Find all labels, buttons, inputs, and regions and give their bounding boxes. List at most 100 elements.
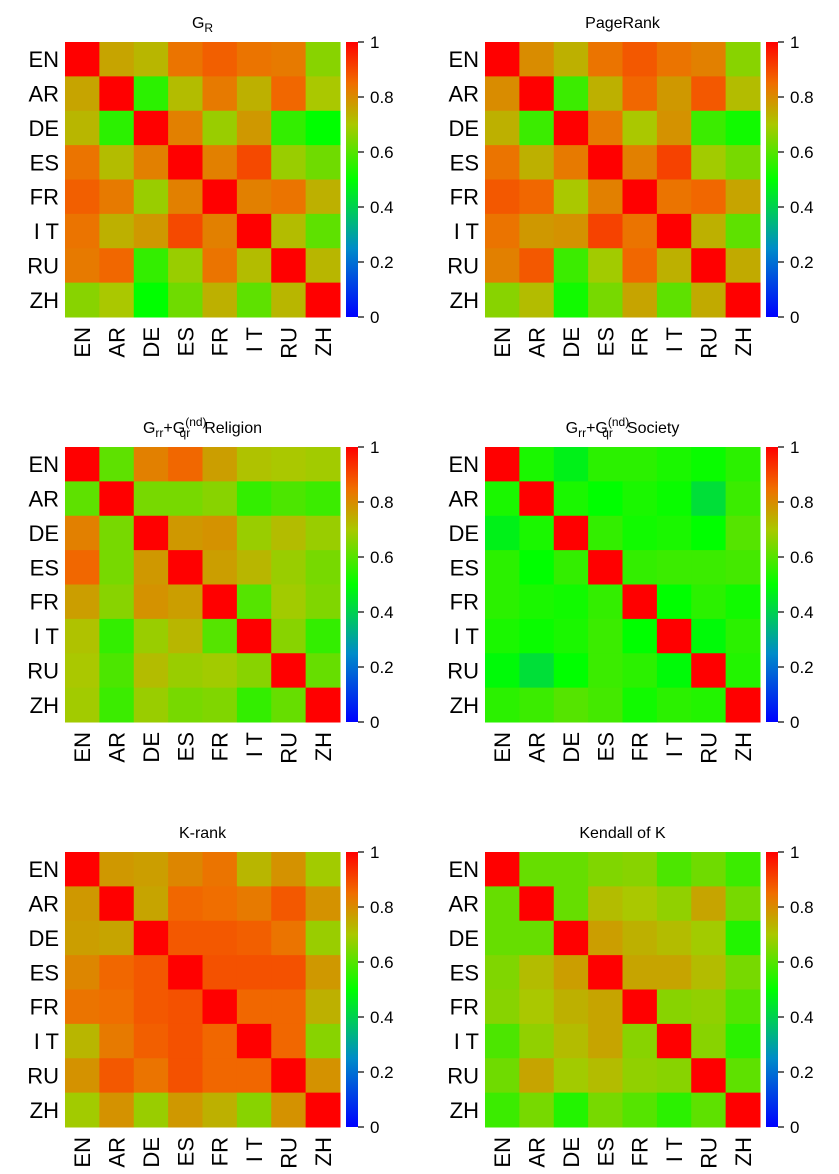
colorbar-tick-label: 0 (790, 308, 799, 327)
heatmap-cell (725, 282, 761, 318)
heatmap-cell (133, 282, 169, 318)
chart-title-sub: R (204, 21, 213, 35)
heatmap-cell (622, 248, 658, 284)
heatmap-cell (622, 145, 658, 181)
column-label: RU (276, 1137, 301, 1169)
heatmap-cell (271, 653, 307, 689)
heatmap-cell (168, 179, 204, 215)
row-label: EN (28, 47, 59, 72)
heatmap-cell (485, 584, 520, 620)
heatmap-cell (553, 42, 589, 77)
heatmap-cell (271, 1023, 307, 1059)
heatmap-cell (485, 213, 520, 249)
chart-title-main: K-rank (179, 825, 227, 842)
heatmap-cell (133, 1092, 169, 1128)
heatmap-cell (691, 886, 727, 922)
heatmap-cell (691, 179, 727, 215)
heatmap-cell (65, 179, 100, 215)
heatmap-cell (485, 248, 520, 284)
heatmap-cell (133, 447, 169, 482)
heatmap-cell (485, 515, 520, 551)
heatmap-cell (588, 920, 624, 956)
heatmap-cell (168, 852, 204, 887)
heatmap-cell (305, 584, 341, 620)
heatmap-cell (305, 213, 341, 249)
colorbar-tick-label: 0.2 (790, 658, 814, 677)
heatmap-cell (271, 584, 307, 620)
heatmap-cell (271, 687, 307, 723)
heatmap-cell (519, 584, 555, 620)
heatmap-cell (99, 1092, 135, 1128)
heatmap-cell (99, 1023, 135, 1059)
row-label: AR (448, 82, 479, 107)
heatmap-cell (168, 1092, 204, 1128)
heatmap-cell (202, 653, 238, 689)
column-label: FR (628, 327, 653, 356)
colorbar-tick-label: 1 (790, 843, 799, 862)
heatmap-cell (236, 1023, 272, 1059)
heatmap-cell (271, 145, 307, 181)
chart-title-main: G (566, 420, 578, 437)
row-label: ES (450, 960, 479, 985)
chart-title-main: G (143, 420, 155, 437)
heatmap-cell (305, 920, 341, 956)
heatmap-cell (725, 989, 761, 1025)
heatmap-cell (271, 282, 307, 318)
heatmap-cell (65, 584, 100, 620)
heatmap-cell (236, 248, 272, 284)
heatmap-cell (553, 1092, 589, 1128)
row-label: RU (447, 253, 479, 278)
heatmap-cell (236, 42, 272, 77)
chart-title: K-rank (179, 825, 227, 842)
heatmap-cell (236, 920, 272, 956)
heatmap-cell (133, 481, 169, 517)
heatmap-cell (588, 42, 624, 77)
heatmap-cell (65, 481, 100, 517)
column-label: DE (559, 732, 584, 763)
heatmap-cell (133, 584, 169, 620)
heatmap-cell (168, 515, 204, 551)
heatmap-cell (622, 989, 658, 1025)
heatmap-cell (656, 42, 692, 77)
heatmap-cell (168, 1058, 204, 1094)
column-label: ES (593, 1137, 618, 1166)
heatmap-cell (65, 110, 100, 146)
column-label: AR (525, 327, 550, 358)
heatmap-cell (656, 213, 692, 249)
column-label: FR (628, 1137, 653, 1166)
heatmap-cell (168, 584, 204, 620)
heatmap-cell (656, 515, 692, 551)
column-label: DE (139, 732, 164, 763)
heatmap-cell (202, 550, 238, 586)
heatmap-cell (236, 618, 272, 654)
heatmap-cell (588, 282, 624, 318)
heatmap-cell (622, 515, 658, 551)
heatmap-cell (485, 110, 520, 146)
colorbar (766, 42, 778, 317)
heatmap-cell (691, 76, 727, 112)
colorbar-tick-label: 0.8 (790, 493, 814, 512)
heatmap-cell (305, 687, 341, 723)
colorbar-tick-label: 0.4 (790, 603, 814, 622)
heatmap-cell (622, 447, 658, 482)
heatmap-cell (588, 447, 624, 482)
heatmap-cell (99, 618, 135, 654)
colorbar-tick-label: 0.2 (790, 253, 814, 272)
column-label: I T (242, 1137, 267, 1162)
heatmap-cell (202, 852, 238, 887)
heatmap-cell (622, 886, 658, 922)
column-label: EN (70, 327, 95, 358)
heatmap-cell (168, 920, 204, 956)
heatmap-cell (236, 852, 272, 887)
heatmap-cell (622, 618, 658, 654)
chart-title-sub2: qr (180, 426, 191, 440)
heatmap-cell (99, 42, 135, 77)
heatmap-cell (65, 213, 100, 249)
column-label: ZH (731, 327, 756, 356)
column-label: RU (696, 732, 721, 764)
heatmap-cell (271, 1092, 307, 1128)
heatmap-cell (202, 1023, 238, 1059)
heatmap-cell (305, 550, 341, 586)
heatmap-cell (65, 248, 100, 284)
heatmap-cell (305, 886, 341, 922)
